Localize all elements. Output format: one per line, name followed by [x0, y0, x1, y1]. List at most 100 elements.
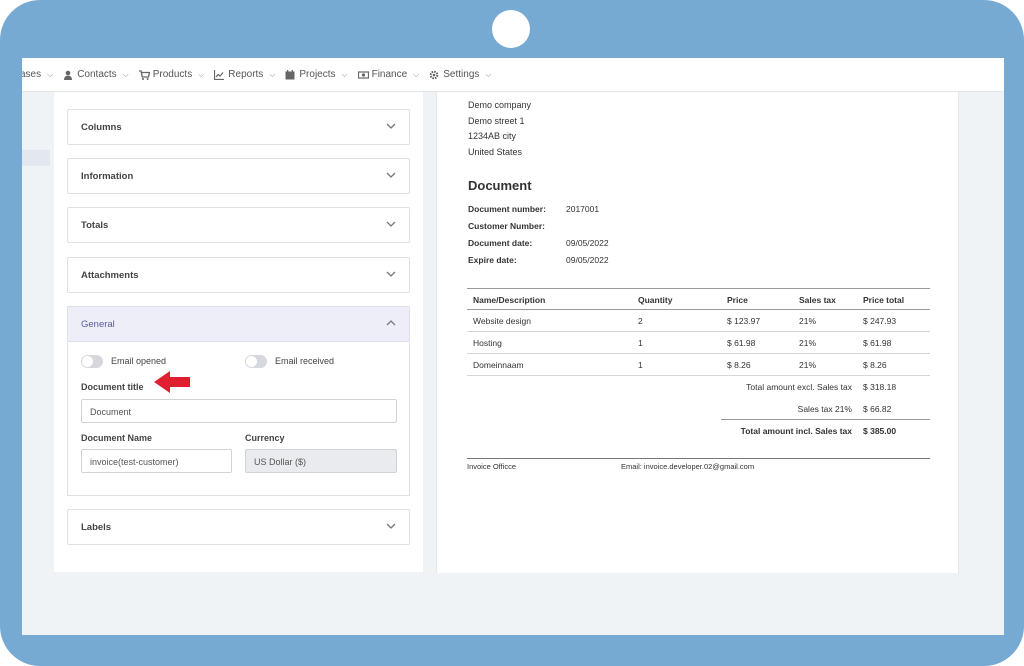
meta-key: Customer Number: — [468, 221, 545, 231]
email-received-label: Email received — [275, 356, 335, 366]
nav-item-settings[interactable]: Settings ⌵ — [429, 69, 491, 80]
table-row: Domeinnaam 1 $ 8.26 21% $ 8.26 — [467, 354, 930, 376]
chevron-down-icon: ⌵ — [341, 69, 348, 79]
total-label: Total amount incl. Sales tax — [740, 426, 852, 436]
footer-company: Invoice Officce — [467, 462, 517, 471]
meta-row: Customer Number: — [468, 221, 566, 231]
accordion-information[interactable]: Information — [67, 158, 410, 194]
total-label: Sales tax 21% — [797, 404, 852, 414]
gear-icon — [429, 70, 439, 80]
table-cell: 1 — [638, 338, 643, 348]
document-name-input[interactable]: invoice(test-customer) — [81, 449, 232, 473]
total-value: $ 318.18 — [863, 382, 897, 392]
nav-item-projects[interactable]: Projects ⌵ — [285, 69, 348, 80]
footer-divider — [467, 458, 930, 459]
camera-dot — [492, 10, 530, 48]
top-navigation: ases ⌵ Contacts ⌵ Products ⌵ — [22, 58, 1004, 92]
document-title-label: Document title — [81, 382, 144, 392]
nav-item-label: Contacts — [77, 69, 117, 80]
chevron-down-icon: ⌵ — [485, 69, 492, 79]
chevron-down-icon: ⌵ — [413, 69, 420, 79]
accordion-label: Information — [81, 171, 134, 182]
total-row-grand: Total amount incl. Sales tax $ 385.00 — [721, 420, 930, 442]
document-title-input[interactable]: Document — [81, 399, 397, 423]
nav-item-label: Products — [152, 69, 193, 80]
nav-item-label: ases — [22, 69, 42, 80]
table-cell: $ 61.98 — [727, 338, 756, 348]
table-cell: Domeinnaam — [473, 360, 524, 370]
accordion-label: Columns — [81, 122, 122, 133]
calendar-icon — [285, 69, 295, 80]
address-line: Demo company — [468, 100, 532, 110]
accordion-attachments[interactable]: Attachments — [67, 257, 410, 293]
nav-item-cases[interactable]: ases ⌵ — [22, 69, 53, 80]
annotation-arrow-icon — [154, 371, 190, 393]
sidebar-active-strip — [22, 150, 50, 166]
table-cell: 21% — [799, 360, 817, 370]
table-header-cell: Price — [727, 295, 748, 305]
footer-email: Email: invoice.developer.02@gmail.com — [621, 462, 755, 471]
meta-key: Document date: — [468, 238, 533, 248]
money-icon — [357, 70, 369, 80]
total-row: Sales tax 21% $ 66.82 — [721, 398, 930, 420]
table-cell: $ 123.97 — [727, 316, 761, 326]
accordion-label: Attachments — [81, 270, 139, 281]
address-line: 1234AB city — [468, 131, 517, 142]
accordion-labels[interactable]: Labels — [67, 509, 410, 545]
meta-row: Expire date: 09/05/2022 — [468, 255, 609, 265]
accordion-label: Labels — [81, 522, 112, 533]
chevron-down-icon: ⌵ — [122, 69, 129, 79]
table-cell: Hosting — [473, 338, 502, 348]
email-opened-toggle[interactable] — [81, 355, 103, 368]
accordion-general[interactable]: General — [67, 306, 410, 342]
chevron-down-icon: ⌵ — [198, 69, 205, 79]
cart-icon — [138, 69, 151, 80]
total-row: Total amount excl. Sales tax $ 318.18 — [721, 376, 930, 398]
nav-item-contacts[interactable]: Contacts ⌵ — [63, 69, 129, 80]
nav-item-reports[interactable]: Reports ⌵ — [214, 69, 275, 80]
chevron-down-icon — [385, 168, 397, 180]
total-value: $ 66.82 — [863, 404, 892, 414]
chevron-down-icon: ⌵ — [269, 69, 276, 79]
total-value: $ 385.00 — [863, 426, 897, 436]
user-icon — [63, 70, 73, 80]
company-address: Demo company Demo street 1 1234AB city U… — [468, 98, 531, 161]
chevron-up-icon — [385, 316, 397, 328]
address-line: Demo street 1 — [468, 115, 525, 126]
chevron-down-icon — [385, 267, 397, 279]
table-row: Hosting 1 $ 61.98 21% $ 61.98 — [467, 332, 930, 354]
table-cell: 1 — [638, 360, 643, 370]
meta-key: Document number: — [468, 204, 546, 214]
accordion-totals[interactable]: Totals — [67, 207, 410, 243]
chevron-down-icon — [385, 217, 397, 229]
general-section-body: Email opened Email received Document tit… — [67, 342, 410, 496]
table-cell: $ 8.26 — [727, 360, 751, 370]
table-header-cell: Sales tax — [799, 295, 836, 305]
meta-value: 2017001 — [566, 204, 600, 214]
table-row: Website design 2 $ 123.97 21% $ 247.93 — [467, 310, 930, 332]
accordion-columns[interactable]: Columns — [67, 109, 410, 145]
chevron-down-icon — [385, 119, 397, 131]
table-cell: Website design — [473, 316, 531, 326]
currency-select[interactable]: US Dollar ($) — [245, 449, 397, 473]
meta-row: Document number: 2017001 — [468, 204, 599, 214]
table-header-cell: Name/Description — [473, 295, 546, 305]
meta-value: 09/05/2022 — [566, 255, 609, 265]
email-opened-label: Email opened — [111, 356, 167, 366]
nav-item-finance[interactable]: Finance ⌵ — [357, 69, 420, 80]
meta-row: Document date: 09/05/2022 — [468, 238, 609, 248]
accordion-label: General — [81, 319, 115, 330]
meta-key: Expire date: — [468, 255, 517, 265]
table-header-cell: Price total — [863, 295, 905, 305]
nav-item-products[interactable]: Products ⌵ — [138, 69, 205, 80]
table-cell: 21% — [799, 338, 817, 348]
table-header-cell: Quantity — [638, 295, 673, 305]
document-preview: Demo company Demo street 1 1234AB city U… — [436, 92, 959, 573]
email-received-toggle[interactable] — [245, 355, 267, 368]
table-cell: 2 — [638, 316, 643, 326]
currency-label: Currency — [245, 433, 285, 443]
table-cell: $ 247.93 — [863, 316, 897, 326]
table-cell: 21% — [799, 316, 817, 326]
table-cell: $ 8.26 — [863, 360, 887, 370]
